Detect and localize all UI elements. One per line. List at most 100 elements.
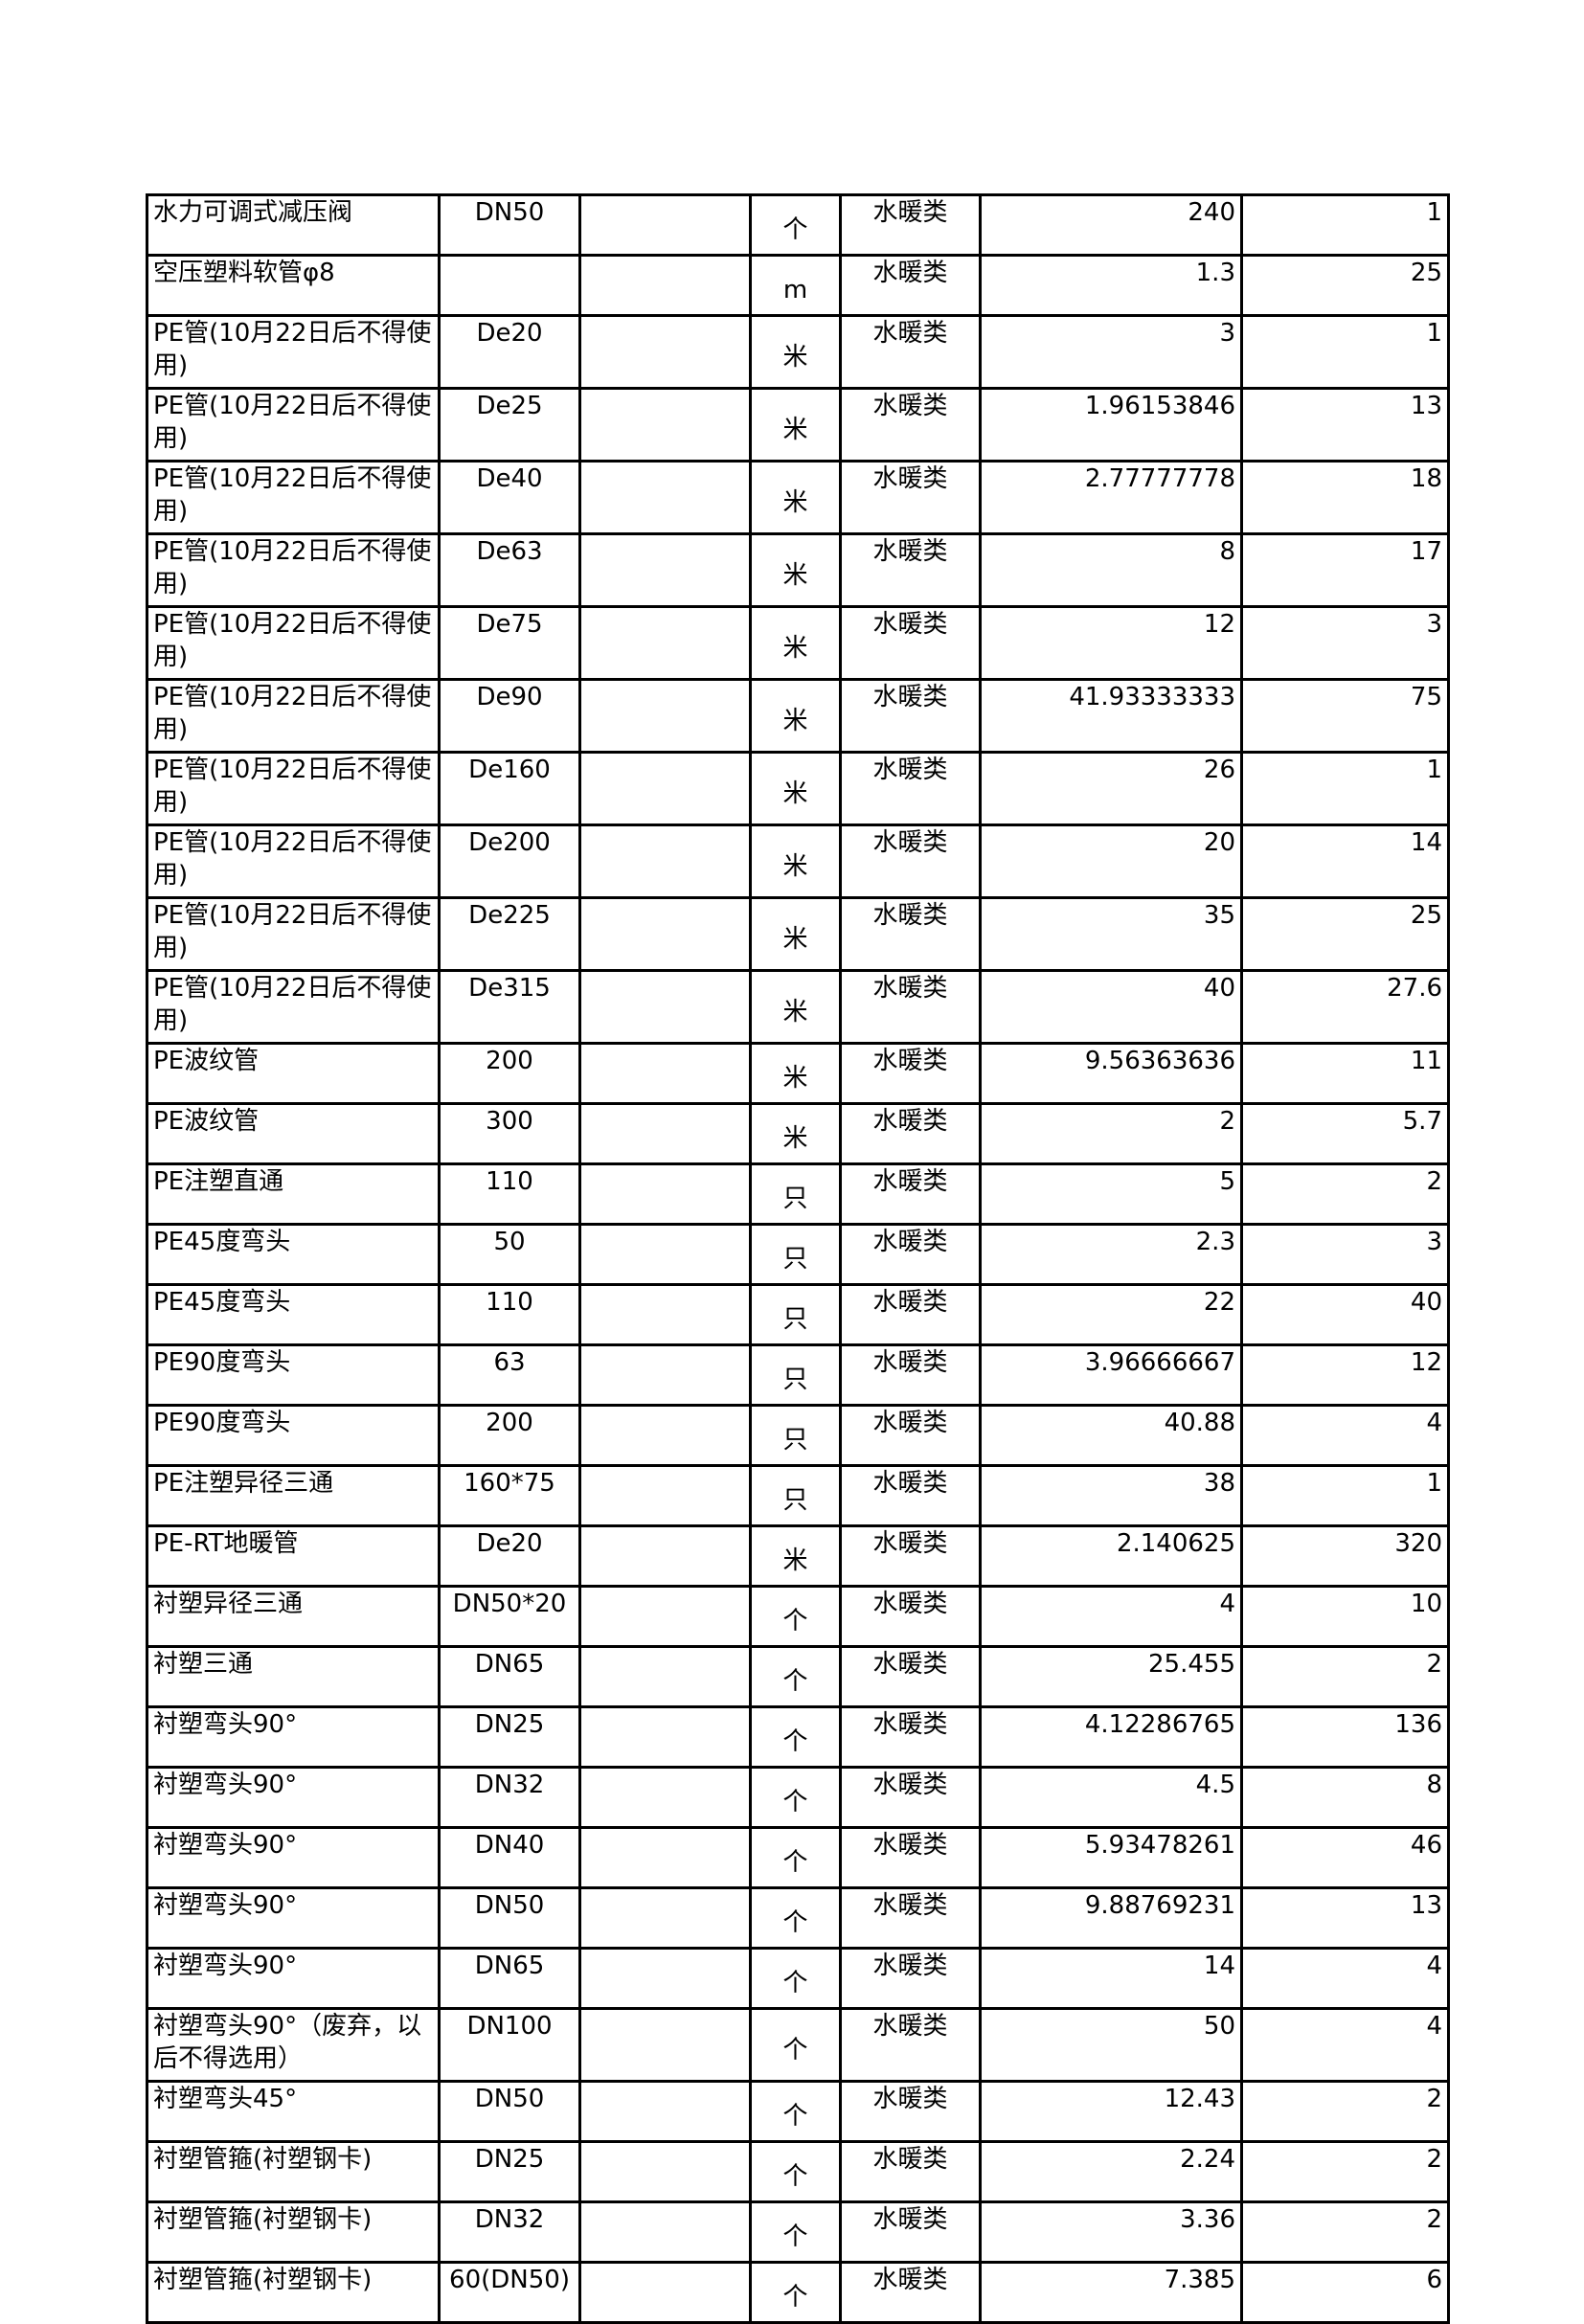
item-name-cell: PE波纹管 bbox=[146, 1042, 441, 1105]
spec-cell: DN25 bbox=[438, 2140, 581, 2203]
price-cell: 5 bbox=[979, 1162, 1243, 1226]
table-row: PE45度弯头 110 只水暖类 22 40 bbox=[146, 1283, 1450, 1346]
table-row: 衬塑管箍(衬塑钢卡) DN32 个水暖类 3.36 2 bbox=[146, 2200, 1450, 2264]
category-cell: 水暖类 bbox=[839, 1343, 982, 1407]
price-cell: 2 bbox=[979, 1102, 1243, 1165]
item-name-cell: 衬塑管箍(衬塑钢卡) bbox=[146, 2140, 441, 2203]
spec-cell: DN100 bbox=[438, 2007, 581, 2083]
unit-cell: 只 bbox=[749, 1223, 842, 1286]
blank-cell bbox=[578, 1645, 752, 1708]
table-row: PE管(10月22日后不得使用) De200 米水暖类 20 14 bbox=[146, 824, 1450, 899]
spec-cell: DN32 bbox=[438, 1766, 581, 1829]
table-row: PE45度弯头 50 只水暖类 2.3 3 bbox=[146, 1223, 1450, 1286]
table-row: PE管(10月22日后不得使用) De225 米水暖类 35 25 bbox=[146, 896, 1450, 972]
price-cell: 40 bbox=[979, 969, 1243, 1045]
table-row: 水力可调式减压阀 DN50 个水暖类 240 1 bbox=[146, 193, 1450, 257]
materials-table: 水力可调式减压阀 DN50 个水暖类 240 1 空压塑料软管φ8 m 水暖类 1.3 25 PE管… bbox=[146, 193, 1450, 2324]
quantity-cell: 12 bbox=[1240, 1343, 1450, 1407]
blank-cell bbox=[578, 2080, 752, 2143]
spec-cell: De160 bbox=[438, 751, 581, 826]
spec-cell: DN65 bbox=[438, 1947, 581, 2010]
quantity-cell: 1 bbox=[1240, 193, 1450, 257]
price-cell: 2.24 bbox=[979, 2140, 1243, 2203]
unit-cell: 米 bbox=[749, 532, 842, 608]
quantity-cell: 1 bbox=[1240, 314, 1450, 390]
table-row: 衬塑弯头90° DN25 个水暖类 4.12286765 136 bbox=[146, 1705, 1450, 1769]
category-cell: 水暖类 bbox=[839, 193, 982, 257]
category-cell: 水暖类 bbox=[839, 1524, 982, 1588]
category-cell: 水暖类 bbox=[839, 2080, 982, 2143]
price-cell: 40.88 bbox=[979, 1404, 1243, 1467]
spec-cell: De90 bbox=[438, 678, 581, 754]
unit-cell: 米 bbox=[749, 460, 842, 535]
spec-cell: DN32 bbox=[438, 2200, 581, 2264]
unit-cell: 个 bbox=[749, 2200, 842, 2264]
quantity-cell: 136 bbox=[1240, 1705, 1450, 1769]
table-row: PE注塑异径三通 160*75 只水暖类 38 1 bbox=[146, 1464, 1450, 1527]
blank-cell bbox=[578, 1162, 752, 1226]
table-row: 衬塑异径三通 DN50*20 个水暖类 4 10 bbox=[146, 1585, 1450, 1648]
item-name-cell: PE管(10月22日后不得使用) bbox=[146, 678, 441, 754]
quantity-cell: 2 bbox=[1240, 2200, 1450, 2264]
category-cell: 水暖类 bbox=[839, 1766, 982, 1829]
price-cell: 2.3 bbox=[979, 1223, 1243, 1286]
blank-cell bbox=[578, 532, 752, 608]
spec-cell: DN50*20 bbox=[438, 1585, 581, 1648]
item-name-cell: 衬塑管箍(衬塑钢卡) bbox=[146, 2261, 441, 2324]
unit-cell: 米 bbox=[749, 314, 842, 390]
item-name-cell: PE管(10月22日后不得使用) bbox=[146, 969, 441, 1045]
spec-cell: De315 bbox=[438, 969, 581, 1045]
blank-cell bbox=[578, 824, 752, 899]
quantity-cell: 2 bbox=[1240, 2080, 1450, 2143]
quantity-cell: 1 bbox=[1240, 751, 1450, 826]
category-cell: 水暖类 bbox=[839, 2261, 982, 2324]
category-cell: 水暖类 bbox=[839, 1947, 982, 2010]
unit-cell: 个 bbox=[749, 1585, 842, 1648]
spec-cell: 50 bbox=[438, 1223, 581, 1286]
category-cell: 水暖类 bbox=[839, 1223, 982, 1286]
table-row: PE管(10月22日后不得使用) De160 米水暖类 26 1 bbox=[146, 751, 1450, 826]
item-name-cell: PE90度弯头 bbox=[146, 1343, 441, 1407]
spec-cell: DN50 bbox=[438, 193, 581, 257]
unit-cell: 米 bbox=[749, 1524, 842, 1588]
item-name-cell: PE管(10月22日后不得使用) bbox=[146, 387, 441, 463]
spec-cell: 300 bbox=[438, 1102, 581, 1165]
item-name-cell: 水力可调式减压阀 bbox=[146, 193, 441, 257]
table-row: PE-RT地暖管 De20 米水暖类 2.140625 320 bbox=[146, 1524, 1450, 1588]
blank-cell bbox=[578, 1283, 752, 1346]
price-cell: 3.96666667 bbox=[979, 1343, 1243, 1407]
quantity-cell: 320 bbox=[1240, 1524, 1450, 1588]
quantity-cell: 75 bbox=[1240, 678, 1450, 754]
price-cell: 240 bbox=[979, 193, 1243, 257]
blank-cell bbox=[578, 751, 752, 826]
price-cell: 50 bbox=[979, 2007, 1243, 2083]
price-cell: 20 bbox=[979, 824, 1243, 899]
spec-cell: De40 bbox=[438, 460, 581, 535]
price-cell: 4.12286765 bbox=[979, 1705, 1243, 1769]
table-row: 衬塑弯头90° DN40 个水暖类 5.93478261 46 bbox=[146, 1826, 1450, 1889]
quantity-cell: 13 bbox=[1240, 1886, 1450, 1950]
spec-cell: DN25 bbox=[438, 1705, 581, 1769]
spec-cell: 110 bbox=[438, 1162, 581, 1226]
table-row: 空压塑料软管φ8 m 水暖类 1.3 25 bbox=[146, 254, 1450, 317]
table-row: PE注塑直通 110 只水暖类 5 2 bbox=[146, 1162, 1450, 1226]
unit-cell: 米 bbox=[749, 678, 842, 754]
item-name-cell: PE注塑直通 bbox=[146, 1162, 441, 1226]
unit-cell: 个 bbox=[749, 1947, 842, 2010]
spec-cell: 110 bbox=[438, 1283, 581, 1346]
category-cell: 水暖类 bbox=[839, 1464, 982, 1527]
item-name-cell: PE45度弯头 bbox=[146, 1283, 441, 1346]
category-cell: 水暖类 bbox=[839, 1705, 982, 1769]
unit-cell: 个 bbox=[749, 1826, 842, 1889]
quantity-cell: 6 bbox=[1240, 2261, 1450, 2324]
unit-cell: 个 bbox=[749, 2261, 842, 2324]
table-row: PE管(10月22日后不得使用) De63 米水暖类 8 17 bbox=[146, 532, 1450, 608]
blank-cell bbox=[578, 1826, 752, 1889]
quantity-cell: 4 bbox=[1240, 1404, 1450, 1467]
quantity-cell: 18 bbox=[1240, 460, 1450, 535]
blank-cell bbox=[578, 605, 752, 681]
table-row: PE管(10月22日后不得使用) De20 米水暖类 3 1 bbox=[146, 314, 1450, 390]
unit-cell: 只 bbox=[749, 1464, 842, 1527]
spec-cell: De20 bbox=[438, 314, 581, 390]
price-cell: 9.56363636 bbox=[979, 1042, 1243, 1105]
